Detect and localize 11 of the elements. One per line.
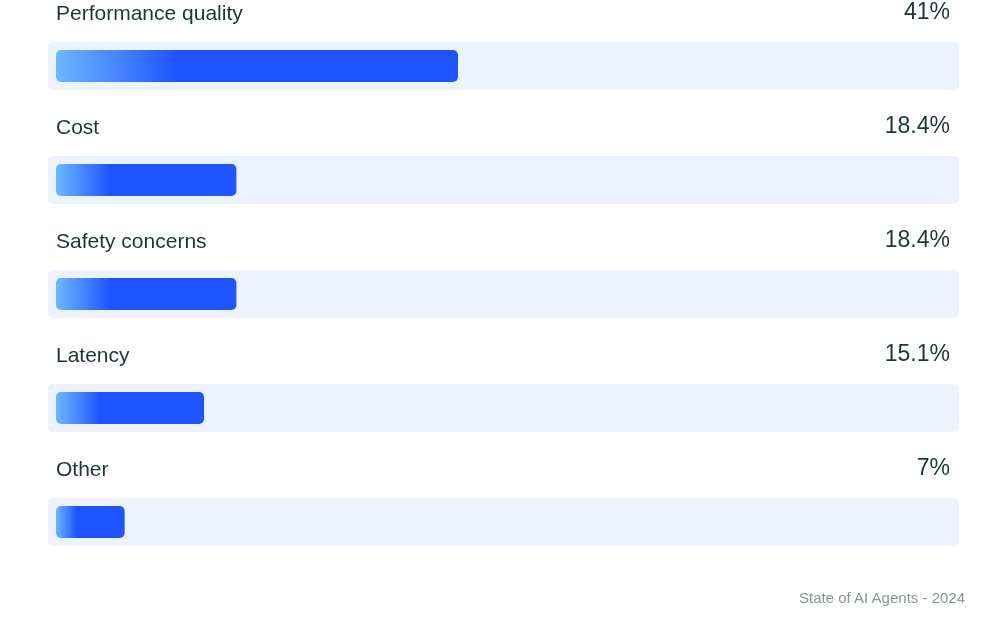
y-tick-label: Performance quality [56,1,244,24]
data-label: 41% [903,0,950,24]
data-label: 7% [916,454,950,480]
y-tick-label: Other [56,457,109,480]
text: State of AI Agents - 2024 [799,589,965,606]
y-tick-label: Safety concerns [56,229,207,252]
data-label: 18.4% [884,226,950,252]
data-label: 15.1% [884,340,950,366]
y-tick-label: Cost [56,115,100,138]
data-label: 18.4% [884,112,950,138]
y-tick-label: Latency [56,343,131,366]
